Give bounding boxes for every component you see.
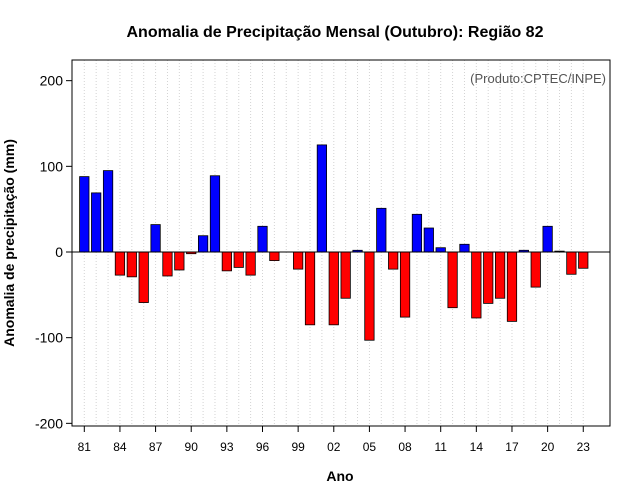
bar-2008 [399, 251, 411, 318]
y-tick-label: -200 [35, 415, 63, 431]
bar-1985 [126, 251, 137, 278]
bar-2015 [483, 251, 494, 304]
bar-1994 [233, 251, 244, 268]
bar-2000 [304, 251, 316, 326]
bar-1984 [114, 251, 126, 276]
bar-1992 [209, 175, 221, 253]
bar-2001 [316, 144, 328, 253]
bar-2022 [566, 251, 577, 275]
chart-title: Anomalia de Precipitação Mensal (Outubro… [127, 24, 544, 41]
bar-1989 [174, 251, 185, 271]
bar-1986 [138, 251, 149, 303]
x-tick-label: 87 [149, 440, 163, 454]
x-tick-label: 17 [505, 440, 519, 454]
x-tick-label: 14 [470, 440, 484, 454]
x-tick-label: 05 [363, 440, 377, 454]
bar-2014 [471, 251, 482, 319]
bar-2006 [376, 207, 387, 253]
y-axis: -200 -100 0 100 200 [35, 73, 72, 431]
bar-1996 [257, 225, 268, 253]
bar-2005 [364, 251, 375, 341]
y-tick-label: 100 [40, 158, 64, 174]
x-tick-label: 23 [577, 440, 591, 454]
bar-2007 [388, 251, 399, 270]
x-axis: 81 84 87 90 93 96 99 02 05 08 11 14 17 20 23 [78, 426, 591, 454]
bar-2019 [530, 251, 541, 288]
bar-1983 [102, 170, 114, 253]
x-tick-label: 81 [78, 440, 92, 454]
x-axis-label: Ano [326, 468, 353, 484]
y-axis-label: Anomalia de precipitação (mm) [1, 139, 17, 347]
bar-2016 [494, 251, 506, 299]
bar-1993 [221, 251, 232, 272]
y-tick-label: 200 [40, 73, 64, 89]
x-tick-label: 90 [185, 440, 199, 454]
bar-2020 [542, 225, 553, 253]
bar-2012 [447, 251, 458, 309]
plot-frame [71, 59, 611, 427]
x-tick-label: 11 [434, 440, 447, 454]
x-tick-label: 84 [113, 440, 127, 454]
bar-1988 [162, 251, 173, 277]
bar-1995 [245, 251, 256, 276]
bar-2011 [435, 247, 446, 253]
bar-1991 [197, 235, 209, 253]
bar-2017 [506, 251, 518, 322]
product-credit: (Produto:CPTEC/INPE) [470, 71, 606, 86]
bar-2010 [423, 227, 434, 253]
bar-1987 [150, 224, 161, 253]
x-tick-label: 93 [220, 440, 234, 454]
x-tick-label: 08 [398, 440, 412, 454]
x-tick-label: 20 [541, 440, 555, 454]
bar-2023 [578, 251, 589, 269]
bar-2009 [411, 213, 423, 253]
y-tick-label: 0 [55, 244, 63, 260]
bars [79, 144, 589, 341]
x-tick-label: 96 [256, 440, 270, 454]
bar-1997 [269, 251, 280, 261]
bar-1999 [293, 251, 304, 270]
x-tick-label: 99 [291, 440, 305, 454]
bar-2013 [459, 243, 470, 253]
x-tick-label: 02 [327, 440, 341, 454]
bar-2002 [328, 251, 339, 326]
bar-2003 [340, 251, 351, 299]
bar-1982 [91, 192, 102, 253]
y-tick-label: -100 [35, 330, 63, 346]
bar-1981 [79, 176, 90, 253]
